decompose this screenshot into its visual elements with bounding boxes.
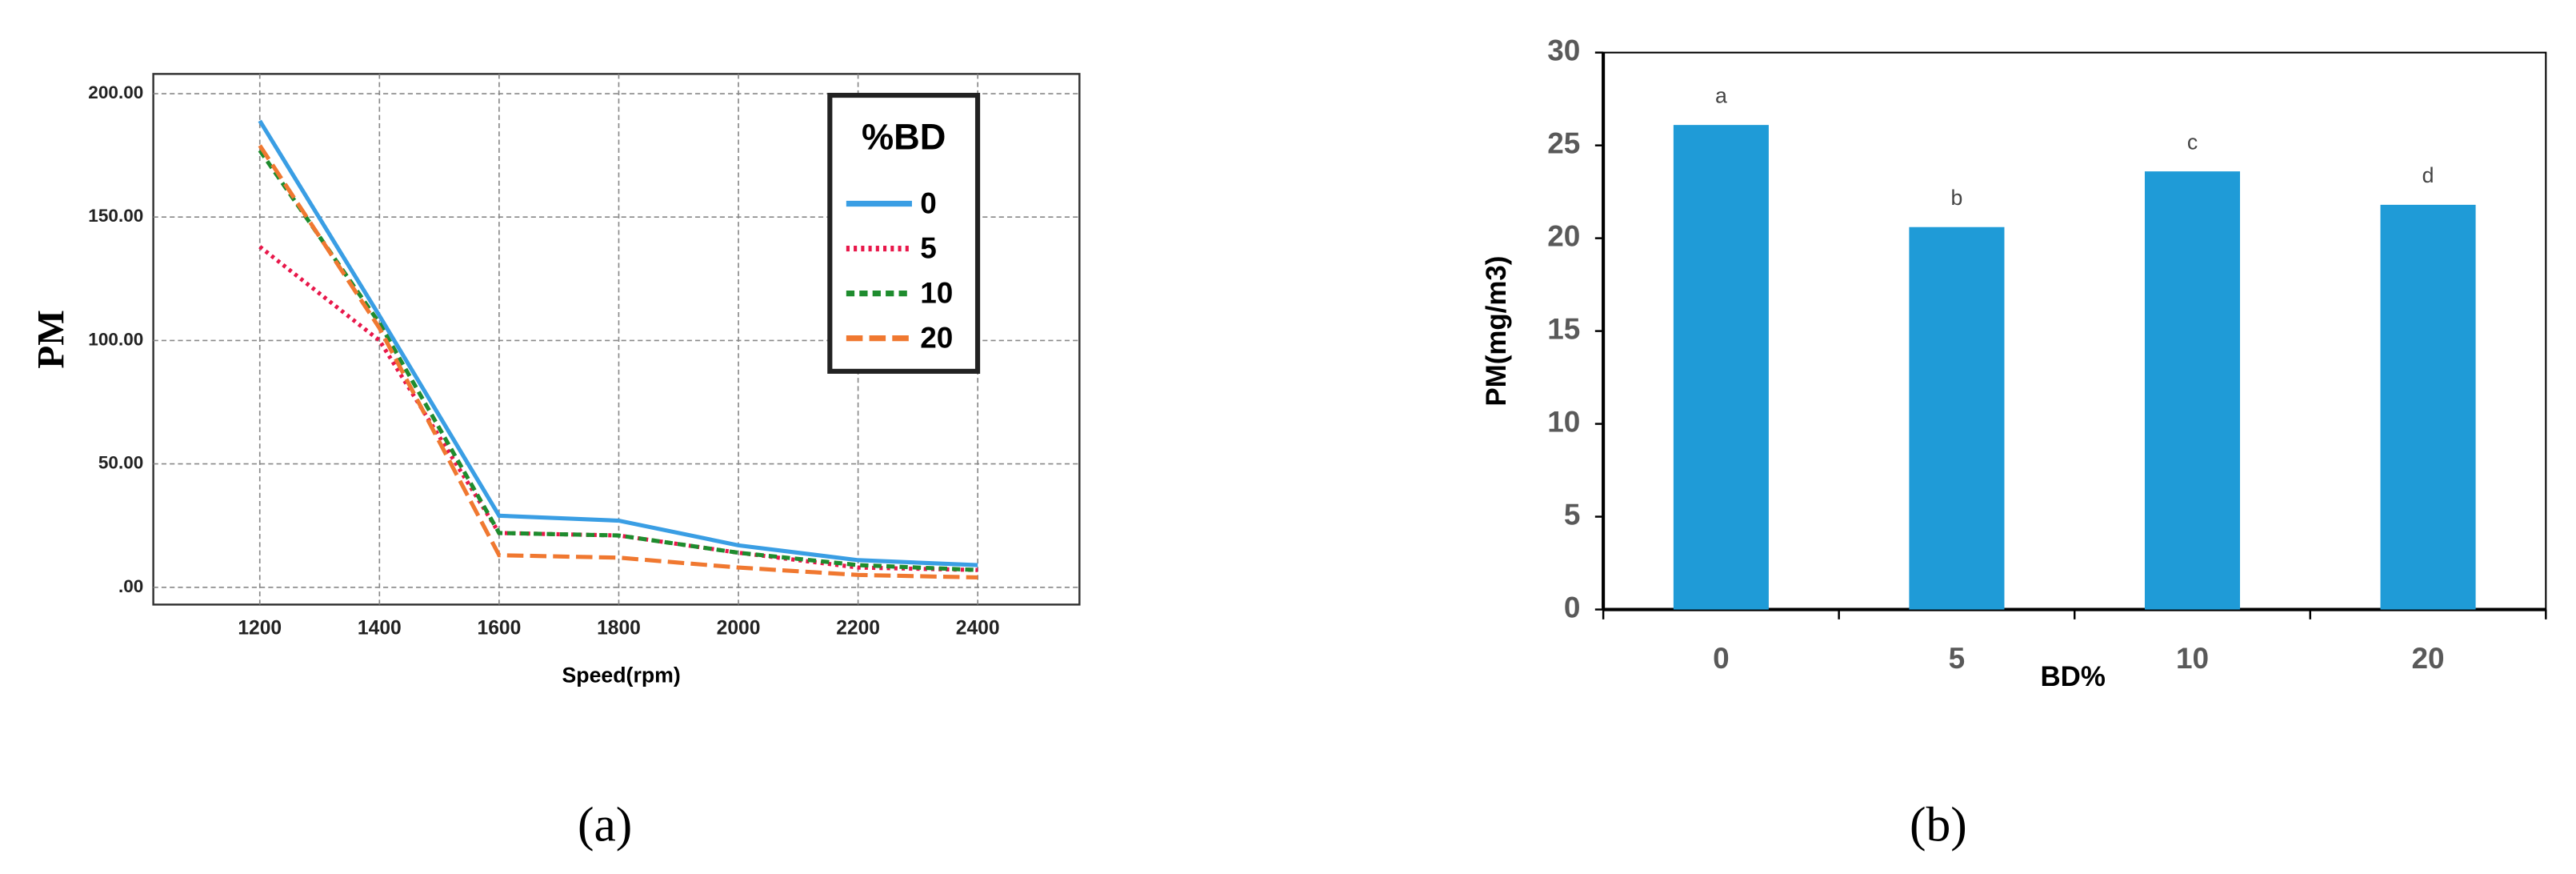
series-line [258, 144, 978, 580]
bar-annotation: c [2187, 130, 2198, 154]
series-line [258, 119, 978, 567]
x-tick-label: 2400 [956, 618, 1000, 639]
x-tick-label: 1200 [238, 618, 282, 639]
y-tick-label: 25 [1547, 126, 1580, 159]
x-tick-label: 1800 [597, 618, 641, 639]
bar-annotation: b [1951, 186, 1963, 210]
x-tick-label: 10 [2176, 642, 2209, 675]
legend-label: 5 [920, 231, 937, 264]
y-tick-label: 5 [1564, 498, 1581, 531]
bar-annotation: a [1715, 83, 1727, 107]
y-tick-label: 0 [1564, 591, 1581, 623]
caption: (a) [578, 798, 632, 852]
caption: (b) [1910, 798, 1967, 852]
x-tick-label: 0 [1713, 642, 1730, 675]
series-line [258, 149, 978, 572]
y-axis-label: PM(mg/m3) [1481, 256, 1512, 407]
x-tick-label: 1600 [478, 618, 522, 639]
y-tick-label: 20 [1547, 219, 1580, 252]
x-axis-label: BD% [2040, 661, 2105, 692]
bar [2144, 171, 2241, 610]
y-axis-label: PM [30, 310, 72, 368]
x-tick-label: 2200 [836, 618, 880, 639]
y-tick-label: 10 [1547, 405, 1580, 438]
x-tick-label: 20 [2411, 642, 2444, 675]
bar [2380, 204, 2476, 610]
y-tick-label: 100.00 [88, 329, 143, 349]
x-tick-label: 5 [1949, 642, 1966, 675]
legend-title: %BD [862, 116, 946, 157]
legend-label: 10 [920, 276, 953, 309]
legend-label: 20 [920, 321, 953, 354]
legend-box [827, 92, 981, 374]
y-tick-label: 30 [1547, 34, 1580, 66]
plot-frame [152, 73, 1081, 606]
x-tick-label: 1400 [358, 618, 402, 639]
y-tick-label: .00 [118, 576, 143, 596]
legend-label: 0 [920, 186, 937, 219]
bar-annotation: d [2422, 163, 2434, 187]
y-tick-label: 15 [1547, 312, 1580, 345]
x-tick-label: 2000 [717, 618, 761, 639]
y-tick-label: 50.00 [98, 453, 143, 473]
y-tick-label: 150.00 [88, 206, 143, 226]
bar [1909, 227, 2005, 610]
y-tick-label: 200.00 [88, 82, 143, 102]
x-axis-label: Speed(rpm) [562, 664, 681, 688]
bar [1673, 125, 1769, 610]
